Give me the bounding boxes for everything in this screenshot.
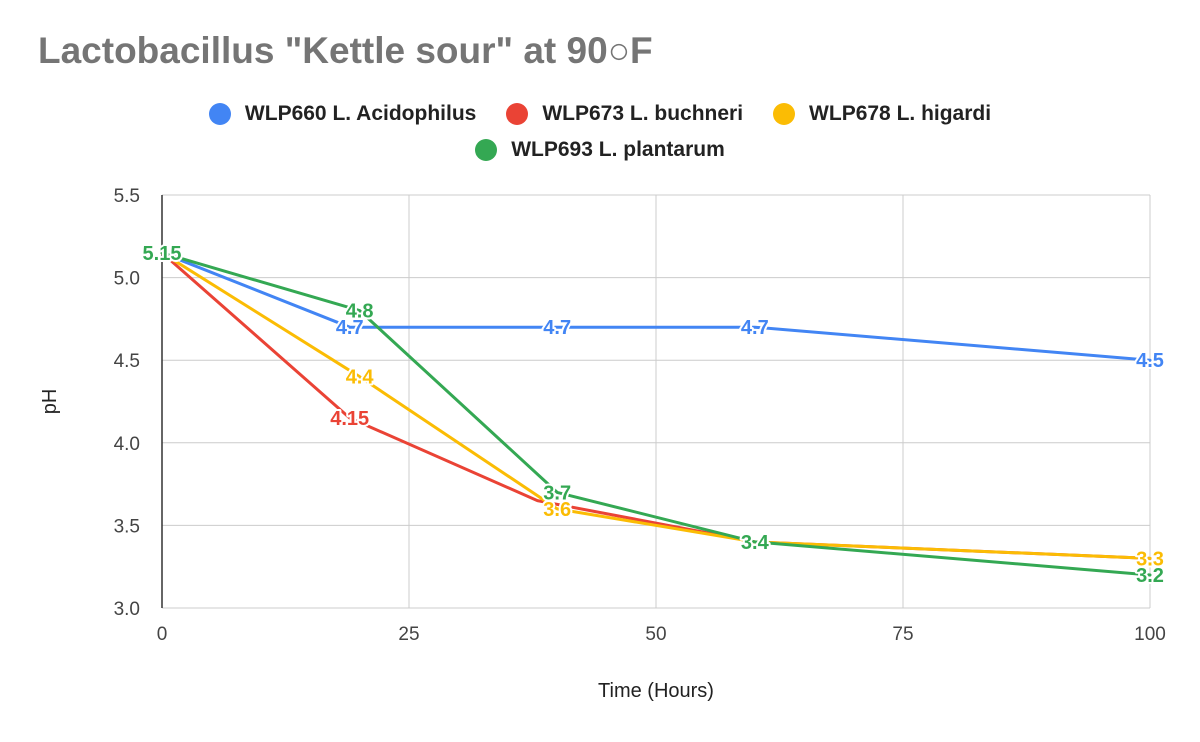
legend-swatch-wlp678: [773, 103, 796, 125]
legend-label-wlp673: WLP673 L. buchneri: [542, 102, 744, 125]
legend-item-wlp660[interactable]: WLP660 L. Acidophilus: [208, 102, 477, 126]
x-axis-title: Time (Hours): [598, 680, 714, 702]
legend-item-wlp673[interactable]: WLP673 L. buchneri: [506, 102, 743, 126]
x-tick-label: 25: [398, 624, 419, 645]
legend: WLP660 L. Acidophilus WLP673 L. buchneri…: [0, 96, 1200, 168]
legend-row-1: WLP660 L. Acidophilus WLP673 L. buchneri…: [0, 96, 1200, 132]
data-label: 4.8: [346, 301, 374, 323]
series-line-2: [160, 251, 1152, 560]
y-axis-title: pH: [39, 389, 61, 415]
series-line-0: [160, 251, 1152, 362]
data-label: 3.7: [543, 482, 571, 504]
data-label: 4.4: [346, 367, 375, 389]
x-tick-label: 100: [1134, 624, 1166, 645]
data-label: 4.7: [543, 317, 571, 339]
data-label: 5.15: [143, 243, 182, 265]
legend-item-wlp678[interactable]: WLP678 L. higardi: [773, 102, 991, 126]
legend-row-2: WLP693 L. plantarum: [0, 132, 1200, 168]
data-label: 3.6: [543, 499, 571, 521]
y-tick-label: 3.0: [114, 599, 140, 620]
data-labels: 4.7 4.7 4.7 4.5 4.15 4.4 3.6 3.3 5.15 4.8 3.7 3.4 3.…: [141, 241, 1166, 589]
x-tick-label: 0: [157, 624, 168, 645]
data-label: 4.7: [336, 317, 364, 339]
series-lines: [160, 251, 1152, 577]
grid: [161, 194, 1151, 609]
x-tick-label: 75: [892, 624, 913, 645]
legend-label-wlp660: WLP660 L. Acidophilus: [244, 102, 477, 125]
data-label: 4.5: [1136, 350, 1164, 372]
legend-label-wlp678: WLP678 L. higardi: [809, 102, 992, 125]
data-label: 3.2: [1136, 565, 1164, 587]
data-label: 4.15: [330, 408, 369, 430]
series-line-3: [160, 251, 1152, 577]
y-tick-label: 4.5: [114, 351, 140, 372]
data-label: 3.4: [741, 532, 770, 554]
legend-swatch-wlp673: [506, 103, 529, 125]
legend-swatch-wlp660: [208, 103, 231, 125]
data-label: 3.3: [1136, 548, 1164, 570]
legend-label-wlp693: WLP693 L. plantarum: [511, 138, 725, 161]
x-tick-label: 50: [645, 624, 666, 645]
data-label: 4.7: [741, 317, 769, 339]
y-tick-label: 3.5: [114, 516, 140, 537]
y-tick-label: 5.0: [114, 269, 140, 290]
y-tick-label: 5.5: [114, 186, 140, 207]
chart-title: Lactobacillus "Kettle sour" at 90○F: [38, 30, 653, 71]
y-tick-label: 4.0: [114, 434, 140, 455]
legend-swatch-wlp693: [475, 139, 498, 161]
legend-item-wlp693[interactable]: WLP693 L. plantarum: [475, 138, 725, 162]
axis-ticks: 3.0 3.5 4.0 4.5 5.0 5.5 0 25 50 75 100: [114, 186, 1166, 645]
